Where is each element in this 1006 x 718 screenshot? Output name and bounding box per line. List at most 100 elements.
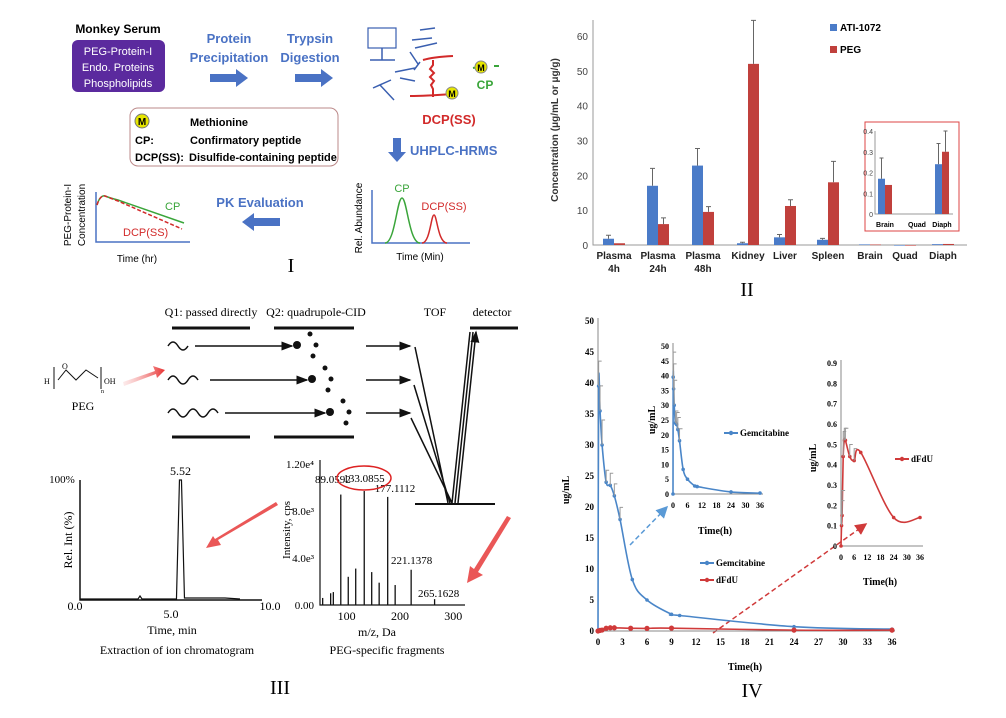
x-tick-label: 21 <box>765 637 775 647</box>
legend-key: M <box>138 117 146 128</box>
x-tick-label: Plasma <box>640 251 675 262</box>
inset2-x-tick-label: 36 <box>916 553 924 562</box>
cp-label: CP <box>477 78 494 92</box>
atom-label: OH <box>104 377 116 386</box>
bar <box>905 245 916 246</box>
y-axis-label: Intensity, cps <box>281 501 293 559</box>
error-bar <box>695 148 700 166</box>
x-tick-label: 0.0 <box>68 599 83 613</box>
data-point <box>889 627 895 633</box>
inset-data-point <box>758 491 762 495</box>
inset2-error-bar <box>849 444 853 457</box>
x-axis-label: Time (hr) <box>117 254 157 265</box>
x-tick-label: 300 <box>444 609 462 623</box>
dcp-label: DCP(SS) <box>422 112 475 127</box>
chromatogram-trace <box>80 479 241 600</box>
sample-line: PEG-Protein-I <box>84 46 152 58</box>
sample-line: Endo. Proteins <box>82 62 155 74</box>
inset-error-bar <box>943 130 948 152</box>
inset-y-tick-label: 0.2 <box>863 171 873 178</box>
peak-label: 5.52 <box>170 464 191 478</box>
y-tick-label: 0.00 <box>295 600 315 612</box>
y-tick-label: 30 <box>577 137 589 148</box>
red-arrow-icon <box>206 502 278 548</box>
data-point <box>611 625 617 631</box>
inset2-y-tick-label: 0.6 <box>827 420 837 429</box>
panel-iii-ms-diagram: Q1: passed directly Q2: quadrupole-CID T… <box>44 305 518 699</box>
inset2-series-line <box>840 437 921 547</box>
axis <box>592 20 967 246</box>
inset-x-tick-label: 18 <box>713 501 721 510</box>
inset-y-tick-label: 10 <box>661 460 669 469</box>
error-bar <box>777 234 782 238</box>
step-pk-evaluation: PK Evaluation <box>216 195 303 210</box>
y-tick-label: 35 <box>585 409 595 419</box>
bar <box>817 239 828 245</box>
error-bar <box>601 419 606 445</box>
y-tick-label: 15 <box>585 533 595 543</box>
x-axis-label: m/z, Da <box>358 625 397 639</box>
bar <box>894 245 905 246</box>
x-tick-label: Brain <box>857 251 883 262</box>
x-tick-label: 6 <box>645 637 650 647</box>
dcp-curve-label: DCP(SS) <box>123 227 168 239</box>
arrow-right-icon <box>210 69 248 87</box>
inset-error-bar <box>673 379 678 406</box>
y-tick-label: 0 <box>590 626 595 636</box>
step-protein-precipitation: Precipitation <box>190 50 269 65</box>
x-tick-label: 100 <box>338 609 356 623</box>
inset-error-bar <box>674 410 679 423</box>
panel-i-workflow: Monkey Serum PEG-Protein-I Endo. Protein… <box>63 22 499 277</box>
ion-chromatogram: Extraction of ion chromatogram Time, min… <box>49 464 280 657</box>
dcp-peak-label: DCP(SS) <box>421 201 466 213</box>
ms-spectrum: PEG-specific fragments m/z, Da Intensity… <box>281 459 465 657</box>
legend-swatch <box>830 46 837 53</box>
error-bar <box>740 241 745 244</box>
y-tick-label: 30 <box>585 440 595 450</box>
inset-y-tick-label: 0 <box>665 490 669 499</box>
bar <box>603 238 614 245</box>
legend-label: dFdU <box>716 575 739 585</box>
inset-data-point <box>695 484 699 489</box>
inset-data-point <box>677 438 682 443</box>
atom-label: H <box>44 377 50 386</box>
inset-x-axis-label: Time(h) <box>698 526 732 537</box>
y-axis-label: Rel. Abundance <box>354 182 365 253</box>
detector-label: detector <box>473 305 512 319</box>
inset-data-point <box>685 477 690 482</box>
y-axis-label: ug/mL <box>561 476 572 505</box>
highlight-circle <box>336 465 392 491</box>
inset-y-tick-label: 0.4 <box>863 129 873 136</box>
inset2-y-tick-label: 0.5 <box>827 440 837 449</box>
inset2-y-tick-label: 0.2 <box>827 501 837 510</box>
inset2-y-tick-label: 0 <box>833 542 837 551</box>
inset-error-bar <box>879 157 884 179</box>
bar <box>932 244 943 245</box>
peg-label: PEG <box>72 399 95 413</box>
inset-error-bar <box>679 428 683 441</box>
panel-iv-pk-chart: ug/mL Time(h) Time(h) ug/mL Time(h) ug/m… <box>561 316 934 702</box>
bar <box>703 211 714 245</box>
data-point <box>668 625 675 631</box>
data-point <box>603 625 609 631</box>
step-uhplc-hrms: UHPLC-HRMS <box>410 143 498 158</box>
peak-label: 221.1378 <box>391 555 433 567</box>
step-trypsin-digestion: Digestion <box>280 50 339 65</box>
chart-title: Extraction of ion chromatogram <box>100 643 255 657</box>
data-point <box>630 577 635 582</box>
inset-data-point <box>671 492 675 496</box>
x-tick-label: 24h <box>649 264 666 275</box>
inset-error-bar <box>676 411 680 425</box>
inset-x-tick-label: 30 <box>742 501 750 510</box>
error-bar <box>598 360 602 387</box>
peak-label: 177.1112 <box>375 483 415 495</box>
x-tick-label: 4h <box>608 264 620 275</box>
legend-label: Gemcitabine <box>740 428 789 438</box>
x-axis-label: Time(h) <box>728 662 762 673</box>
inset-error-bar <box>936 142 941 165</box>
inset2-x-tick-label: 30 <box>903 553 911 562</box>
bar <box>658 224 669 245</box>
x-tick-label: 27 <box>814 637 824 647</box>
y-tick-label: 10 <box>585 564 595 574</box>
inset2-x-tick-label: 18 <box>877 553 885 562</box>
